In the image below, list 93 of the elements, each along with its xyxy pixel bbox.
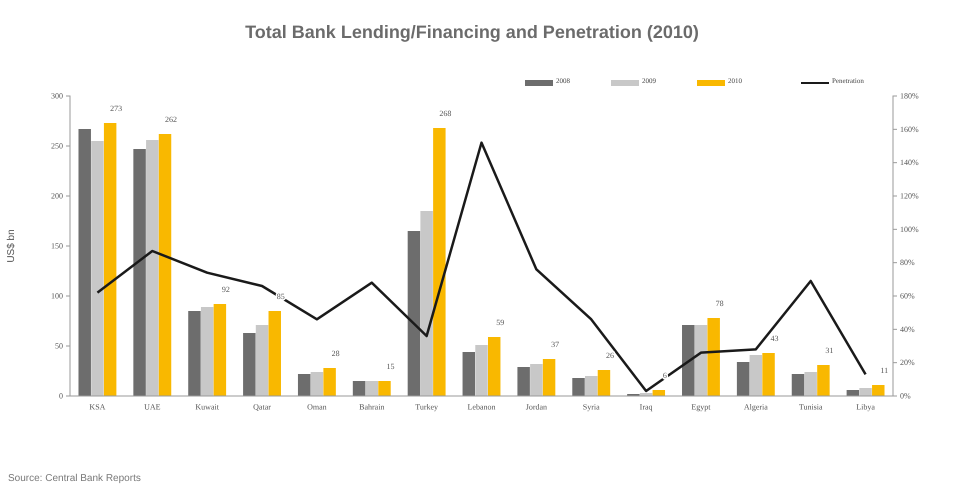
bar <box>408 231 420 396</box>
x-tick-label: Bahrain <box>359 402 384 412</box>
bar <box>420 211 433 396</box>
bar <box>256 325 268 396</box>
line-series <box>96 141 867 392</box>
data-label: 92 <box>222 285 230 294</box>
data-label: 31 <box>825 346 834 355</box>
bar <box>872 385 885 396</box>
y2-tick-label: 120% <box>900 192 919 201</box>
data-label: 85 <box>276 292 285 301</box>
y2-tick-label: 0% <box>900 392 911 401</box>
x-tick-label: KSA <box>89 402 106 412</box>
source-note: Source: Central Bank Reports <box>8 473 141 484</box>
bar <box>243 333 256 396</box>
bar <box>323 368 336 396</box>
x-tick-label: Qatar <box>253 402 272 412</box>
bar <box>158 134 172 396</box>
bar <box>598 370 610 396</box>
y2-tick-label: 140% <box>900 158 919 168</box>
bar <box>694 325 708 396</box>
x-tick-label: Syria <box>582 402 600 412</box>
y-tick-label: 100 <box>51 292 63 301</box>
data-label: 26 <box>606 351 614 360</box>
bar <box>736 362 750 396</box>
bar <box>859 388 872 396</box>
y2-tick-label: 160% <box>900 124 919 134</box>
x-tick-label: Kuwait <box>195 402 220 412</box>
x-tick-label: Tunisia <box>798 402 824 412</box>
y2-tick-label: 60% <box>900 292 915 301</box>
bar <box>78 129 91 396</box>
bar <box>298 374 310 396</box>
bar <box>762 353 775 396</box>
x-tick-label: Algeria <box>744 402 768 412</box>
bar <box>488 337 500 396</box>
bar <box>517 367 530 396</box>
y2-tick-label: 180% <box>900 92 919 101</box>
data-label: 37 <box>551 340 560 349</box>
y-tick-label: 200 <box>51 192 63 201</box>
bar <box>707 318 720 396</box>
y2-tick-label: 20% <box>900 358 915 368</box>
bar <box>268 311 281 396</box>
bar <box>804 372 817 396</box>
bar <box>475 345 488 396</box>
bar <box>214 304 226 396</box>
bar <box>433 128 446 396</box>
y-tick-label: 250 <box>51 142 63 151</box>
data-label: 11 <box>880 366 888 375</box>
y-axis-title: US$ bn <box>6 229 17 263</box>
bar <box>352 381 366 396</box>
chart-title: Total Bank Lending/Financing and Penetration (2010) <box>245 22 699 42</box>
y2-tick-label: 40% <box>900 324 915 334</box>
data-label: 273 <box>110 104 122 113</box>
x-tick-label: Egypt <box>691 402 712 412</box>
x-tick-label: Turkey <box>415 402 438 412</box>
bar <box>792 374 804 396</box>
x-tick-label: Iraq <box>640 402 653 412</box>
x-tick-label: Libya <box>856 402 876 412</box>
data-label: 43 <box>770 334 779 343</box>
bar <box>817 365 830 396</box>
y2-tick-label: 80% <box>900 258 915 268</box>
bar <box>310 372 324 396</box>
bar <box>366 381 378 396</box>
x-tick-label: UAE <box>144 402 161 412</box>
bar <box>146 140 159 396</box>
bar <box>91 141 104 396</box>
bar <box>530 364 543 396</box>
bar <box>104 123 116 396</box>
bar <box>133 149 146 396</box>
bar <box>846 390 860 396</box>
data-label: 262 <box>165 115 178 124</box>
x-tick-label: Jordan <box>526 402 548 412</box>
bar <box>652 390 666 396</box>
bar <box>572 378 585 396</box>
bar <box>682 325 694 396</box>
bar <box>542 359 556 396</box>
x-tick-label: Lebanon <box>468 402 496 412</box>
y-tick-label: 300 <box>51 92 63 101</box>
data-label: 268 <box>439 109 452 118</box>
bar <box>462 352 476 396</box>
bar <box>200 307 214 396</box>
y2-tick-label: 100% <box>900 224 919 234</box>
data-label: 78 <box>716 299 724 308</box>
bar <box>188 311 201 396</box>
x-tick-label: Oman <box>307 402 327 412</box>
data-label: 28 <box>332 349 340 358</box>
y-tick-label: 150 <box>51 242 63 251</box>
y-tick-label: 0 <box>59 392 63 401</box>
bar <box>585 376 598 396</box>
data-label: 15 <box>386 362 394 371</box>
bar <box>750 355 762 396</box>
data-label: 59 <box>496 318 504 327</box>
bar <box>378 381 391 396</box>
y-tick-label: 50 <box>55 342 63 351</box>
